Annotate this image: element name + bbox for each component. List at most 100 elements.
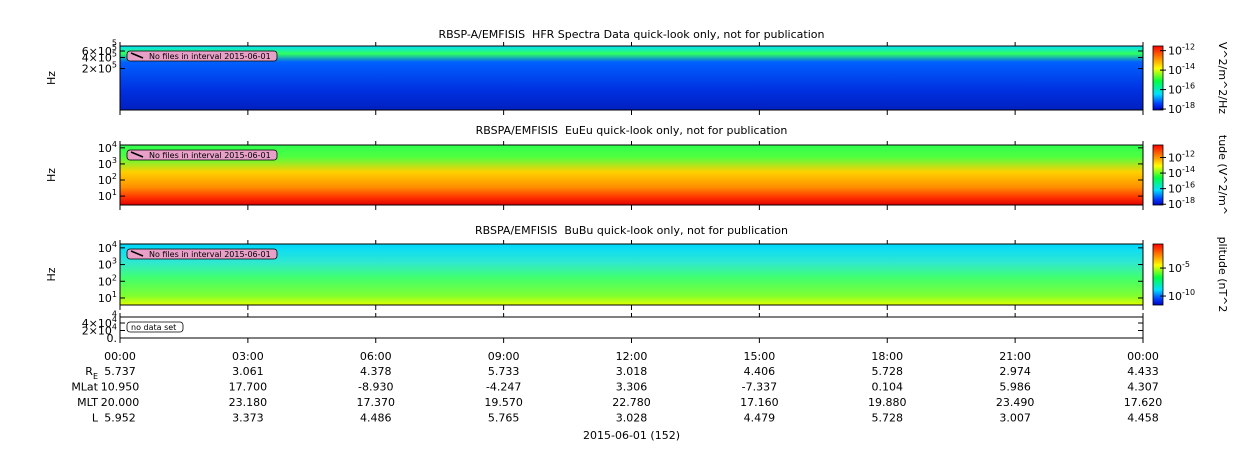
y-tick-label: 102 [98, 172, 117, 187]
annotation-text: No files in interval 2015-06-01 [149, 151, 271, 160]
colorbar-label: V^2/m^2/Hz [1216, 42, 1229, 114]
ephemeris-value: -8.930 [358, 381, 393, 394]
colorbar-label: plitude (nT^2 [1216, 237, 1229, 313]
annotation-box [126, 248, 278, 260]
ephemeris-value: 3.373 [232, 412, 264, 425]
ephemeris-value: 5.728 [872, 412, 904, 425]
ephemeris-value: 5.728 [872, 365, 904, 378]
ephemeris-value: 17.620 [1124, 396, 1163, 409]
colorbar [1152, 243, 1164, 306]
ephemeris-value: 3.306 [616, 381, 648, 394]
ephemeris-value: 5.737 [104, 365, 136, 378]
ephemeris-value: 4.307 [1127, 381, 1159, 394]
x-axis-label: 2015-06-01 (152) [583, 429, 680, 442]
colorbar [1152, 45, 1164, 111]
y-tick-label: 103 [98, 257, 117, 272]
y-tick-label: 6×105 [82, 43, 117, 58]
annotation-icon [130, 52, 144, 59]
ephemeris-label: L [92, 412, 99, 425]
colorbar-tick-label: 10-14 [1168, 62, 1195, 77]
ephemeris-value: 4.458 [1127, 412, 1159, 425]
ephemeris-label: RE [85, 365, 98, 381]
y-tick-label: 4×104 [82, 315, 117, 330]
annotation: No files in interval 2015-06-01 [126, 149, 278, 161]
ephemeris-value: 17.370 [357, 396, 396, 409]
ephemeris-value: 4.486 [360, 412, 392, 425]
ephemeris-value: 5.986 [999, 381, 1031, 394]
annotation-box [126, 321, 184, 333]
x-tick-label: 12:00 [616, 350, 648, 363]
annotation: No files in interval 2015-06-01 [126, 50, 278, 62]
ephemeris-value: 10.950 [101, 381, 140, 394]
ephemeris-label: MLT [77, 396, 98, 409]
y-tick-label: 0. [107, 332, 118, 345]
panel-title: RBSPA/EMFISIS EuEu quick-look only, not … [476, 124, 788, 137]
y-tick-label: 103 [98, 156, 117, 171]
colorbar-tick-label: 10-18 [1168, 196, 1195, 211]
spectrogram [120, 244, 1143, 305]
x-tick-label: 15:00 [744, 350, 776, 363]
annotation: no data set [126, 321, 184, 333]
y-tick-label: 2×104 [82, 323, 117, 338]
annotation-icon [130, 151, 144, 158]
ephemeris-value: 23.490 [996, 396, 1035, 409]
x-tick-label: 03:00 [232, 350, 264, 363]
colorbar-tick-label: 10-10 [1168, 288, 1195, 303]
annotation-text: No files in interval 2015-06-01 [149, 52, 271, 61]
y-axis-label: Hz [45, 71, 58, 85]
x-tick-label: 21:00 [999, 350, 1031, 363]
y-tick-label: 102 [98, 273, 117, 288]
ephemeris-value: 3.028 [616, 412, 648, 425]
annotation-icon [130, 250, 144, 257]
y-tick-label: 5 [112, 39, 117, 48]
ephemeris-value: 20.000 [101, 396, 140, 409]
colorbar-tick-label: 10-5 [1168, 260, 1190, 275]
x-tick-label: 06:00 [360, 350, 392, 363]
y-tick-label: 2×105 [82, 61, 117, 76]
colorbar-tick-label: 10-18 [1168, 101, 1195, 116]
spectrogram [120, 46, 1143, 110]
ephemeris-value: 17.160 [740, 396, 779, 409]
ephemeris-value: 5.952 [104, 412, 136, 425]
ephemeris-value: 0.104 [872, 381, 904, 394]
y-tick-label: 4×105 [82, 49, 117, 64]
empty-panel [120, 317, 1143, 338]
panel-title: RBSP-A/EMFISIS HFR Spectra Data quick-lo… [439, 28, 825, 41]
colorbar-tick-label: 10-14 [1168, 165, 1195, 180]
y-axis-label: Hz [45, 168, 58, 182]
annotation-box [126, 149, 278, 161]
ephemeris-value: 5.765 [488, 412, 520, 425]
x-tick-label: 09:00 [488, 350, 520, 363]
ephemeris-value: 19.570 [484, 396, 523, 409]
ephemeris-value: -7.337 [742, 381, 777, 394]
ephemeris-value: 23.180 [229, 396, 268, 409]
y-tick-label: 104 [98, 140, 117, 155]
colorbar-label: tude (V^2/m^ [1216, 135, 1229, 215]
ephemeris-value: 22.780 [612, 396, 651, 409]
y-axis-label: Hz [45, 267, 58, 281]
x-tick-label: 00:00 [104, 350, 136, 363]
ephemeris-value: 4.406 [744, 365, 776, 378]
x-tick-label: 00:00 [1127, 350, 1159, 363]
panel-title: RBSPA/EMFISIS BuBu quick-look only, not … [475, 224, 788, 237]
ephemeris-value: 5.733 [488, 365, 520, 378]
ephemeris-value: 4.479 [744, 412, 776, 425]
colorbar-tick-label: 10-12 [1168, 43, 1195, 58]
ephemeris-value: 4.433 [1127, 365, 1159, 378]
colorbar-tick-label: 10-12 [1168, 149, 1195, 164]
spectrogram [120, 145, 1143, 205]
ephemeris-value: 3.061 [232, 365, 264, 378]
ephemeris-label: MLat [71, 381, 98, 394]
annotation-text: no data set [131, 323, 176, 332]
ephemeris-value: 4.378 [360, 365, 392, 378]
x-tick-label: 18:00 [871, 350, 903, 363]
ephemeris-value: 19.880 [868, 396, 907, 409]
annotation: No files in interval 2015-06-01 [126, 248, 278, 260]
ephemeris-value: 17.700 [229, 381, 268, 394]
ephemeris-value: 2.974 [999, 365, 1031, 378]
y-tick-label: 104 [98, 240, 117, 255]
ephemeris-value: 3.018 [616, 365, 648, 378]
annotation-text: No files in interval 2015-06-01 [149, 250, 271, 259]
y-tick-label: 101 [98, 290, 117, 305]
